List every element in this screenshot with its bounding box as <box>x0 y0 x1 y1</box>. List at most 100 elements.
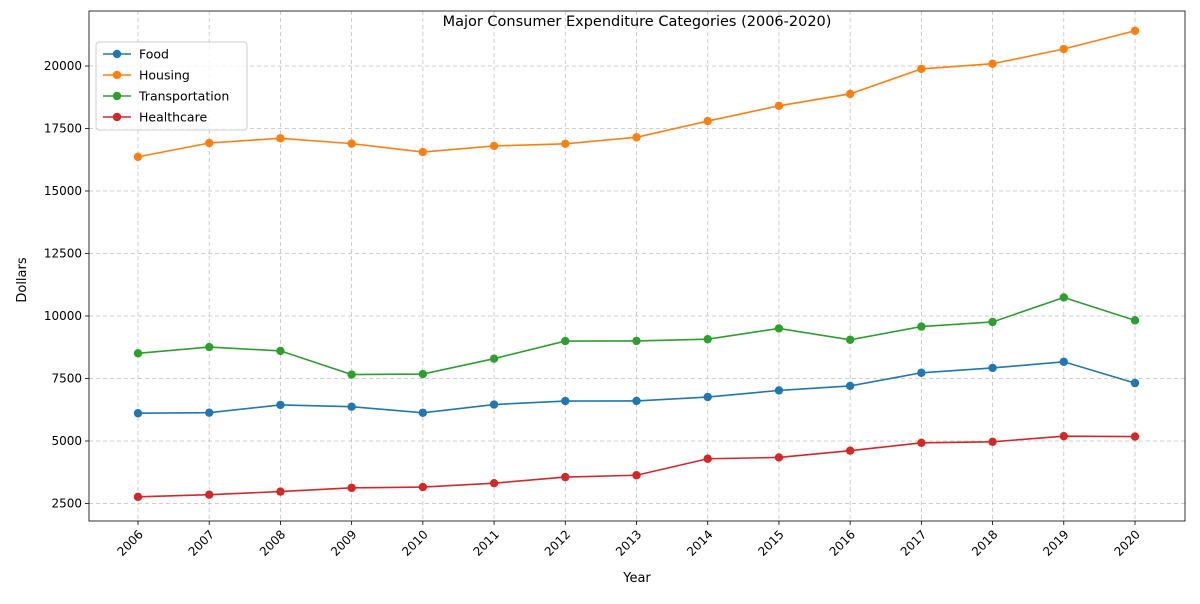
y-tick-label: 7500 <box>51 372 82 386</box>
transportation-point <box>489 354 499 363</box>
x-tick-label: 2012 <box>542 527 573 558</box>
x-tick-label: 2019 <box>1040 527 1071 558</box>
food-point <box>489 400 499 409</box>
x-tick-label: 2015 <box>755 527 786 558</box>
housing-point <box>845 89 855 99</box>
y-tick-label: 2500 <box>51 497 82 511</box>
food-point <box>632 396 641 406</box>
housing-point <box>205 138 214 148</box>
x-tick-label: 2006 <box>114 527 145 558</box>
y-tick-label: 10000 <box>44 309 82 323</box>
series-transportation <box>133 293 1140 379</box>
housing-point <box>489 141 499 151</box>
legend-label: Transportation <box>138 89 229 104</box>
healthcare-point <box>988 437 997 446</box>
housing-point <box>133 152 143 162</box>
healthcare-point <box>632 471 641 480</box>
legend-marker <box>112 91 122 101</box>
food-point <box>205 408 214 417</box>
healthcare-point <box>205 490 214 499</box>
food-point <box>845 381 855 391</box>
x-tick-label: 2009 <box>328 527 359 558</box>
healthcare-point <box>561 472 570 482</box>
healthcare-point <box>1130 432 1140 441</box>
transportation-point <box>703 334 712 344</box>
healthcare-point <box>703 454 712 463</box>
x-tick-label: 2011 <box>470 527 501 558</box>
y-tick-label: 15000 <box>44 184 82 198</box>
food-point <box>133 409 143 418</box>
legend-item-healthcare: Healthcare <box>103 110 207 125</box>
transportation-point <box>917 322 926 331</box>
food-point <box>276 400 285 410</box>
healthcare-point <box>347 483 356 493</box>
x-tick-label: 2014 <box>684 527 715 558</box>
housing-point <box>347 139 356 148</box>
x-tick-label: 2020 <box>1111 527 1142 558</box>
transportation-point <box>988 317 997 327</box>
transportation-point <box>276 346 285 356</box>
transportation-point <box>205 342 214 352</box>
food-point <box>418 408 428 417</box>
y-tick-label: 17500 <box>44 122 82 136</box>
housing-point <box>561 139 570 149</box>
food-point <box>561 396 570 406</box>
healthcare-point <box>1059 431 1068 441</box>
x-axis-ticks: 2006 2007 2008 2009 2010 2011 2012 2013 2014 2015… <box>114 521 1143 559</box>
food-point <box>1130 378 1140 388</box>
y-tick-label: 12500 <box>44 247 82 261</box>
x-axis-label: Year <box>622 571 651 586</box>
housing-point <box>1059 44 1068 54</box>
x-tick-label: 2017 <box>898 527 929 558</box>
healthcare-point <box>774 453 784 462</box>
x-tick-label: 2016 <box>827 527 858 558</box>
healthcare-point <box>489 478 499 488</box>
housing-point <box>1130 26 1140 35</box>
legend-frame <box>95 41 248 131</box>
housing-point <box>917 64 926 74</box>
healthcare-point <box>917 438 926 447</box>
transportation-point <box>632 336 641 346</box>
transportation-point <box>561 336 570 346</box>
plot-frame <box>88 10 1186 522</box>
y-axis-ticks: 2500 5000 7500 10000 12500 15000 17500 20000 <box>44 59 89 511</box>
x-tick-label: 2018 <box>969 527 1000 558</box>
grid <box>89 11 1185 521</box>
legend-item-housing: Housing <box>103 68 190 83</box>
series-group <box>133 26 1140 502</box>
y-axis-label: Dollars <box>15 257 30 302</box>
food-point <box>703 392 712 402</box>
transportation-point <box>1059 293 1068 302</box>
transportation-point <box>1130 316 1140 325</box>
chart-title: Major Consumer Expenditure Categories (2… <box>443 14 832 30</box>
healthcare-point <box>276 487 285 496</box>
y-tick-label: 5000 <box>51 434 82 448</box>
y-tick-label: 20000 <box>44 59 82 73</box>
legend-marker <box>112 112 122 122</box>
food-point <box>347 402 356 411</box>
food-point <box>917 368 926 377</box>
legend-label: Food <box>139 47 169 62</box>
transportation-point <box>845 335 855 344</box>
housing-point <box>988 59 997 68</box>
x-tick-label: 2010 <box>399 527 430 558</box>
legend-marker <box>112 70 122 80</box>
housing-point <box>418 147 428 157</box>
transportation-point <box>347 370 356 379</box>
food-point <box>1059 357 1068 366</box>
food-point <box>988 363 997 373</box>
series-housing <box>133 26 1140 162</box>
legend-label: Healthcare <box>139 110 207 125</box>
legend-marker <box>112 49 122 59</box>
housing-point <box>632 133 641 142</box>
legend-label: Housing <box>139 68 190 83</box>
legend-item-transportation: Transportation <box>103 89 229 104</box>
healthcare-point <box>133 492 143 502</box>
food-point <box>774 386 784 395</box>
legend-item-food: Food <box>103 47 169 62</box>
x-tick-label: 2007 <box>186 527 217 558</box>
healthcare-point <box>418 482 428 492</box>
transportation-point <box>133 349 143 358</box>
